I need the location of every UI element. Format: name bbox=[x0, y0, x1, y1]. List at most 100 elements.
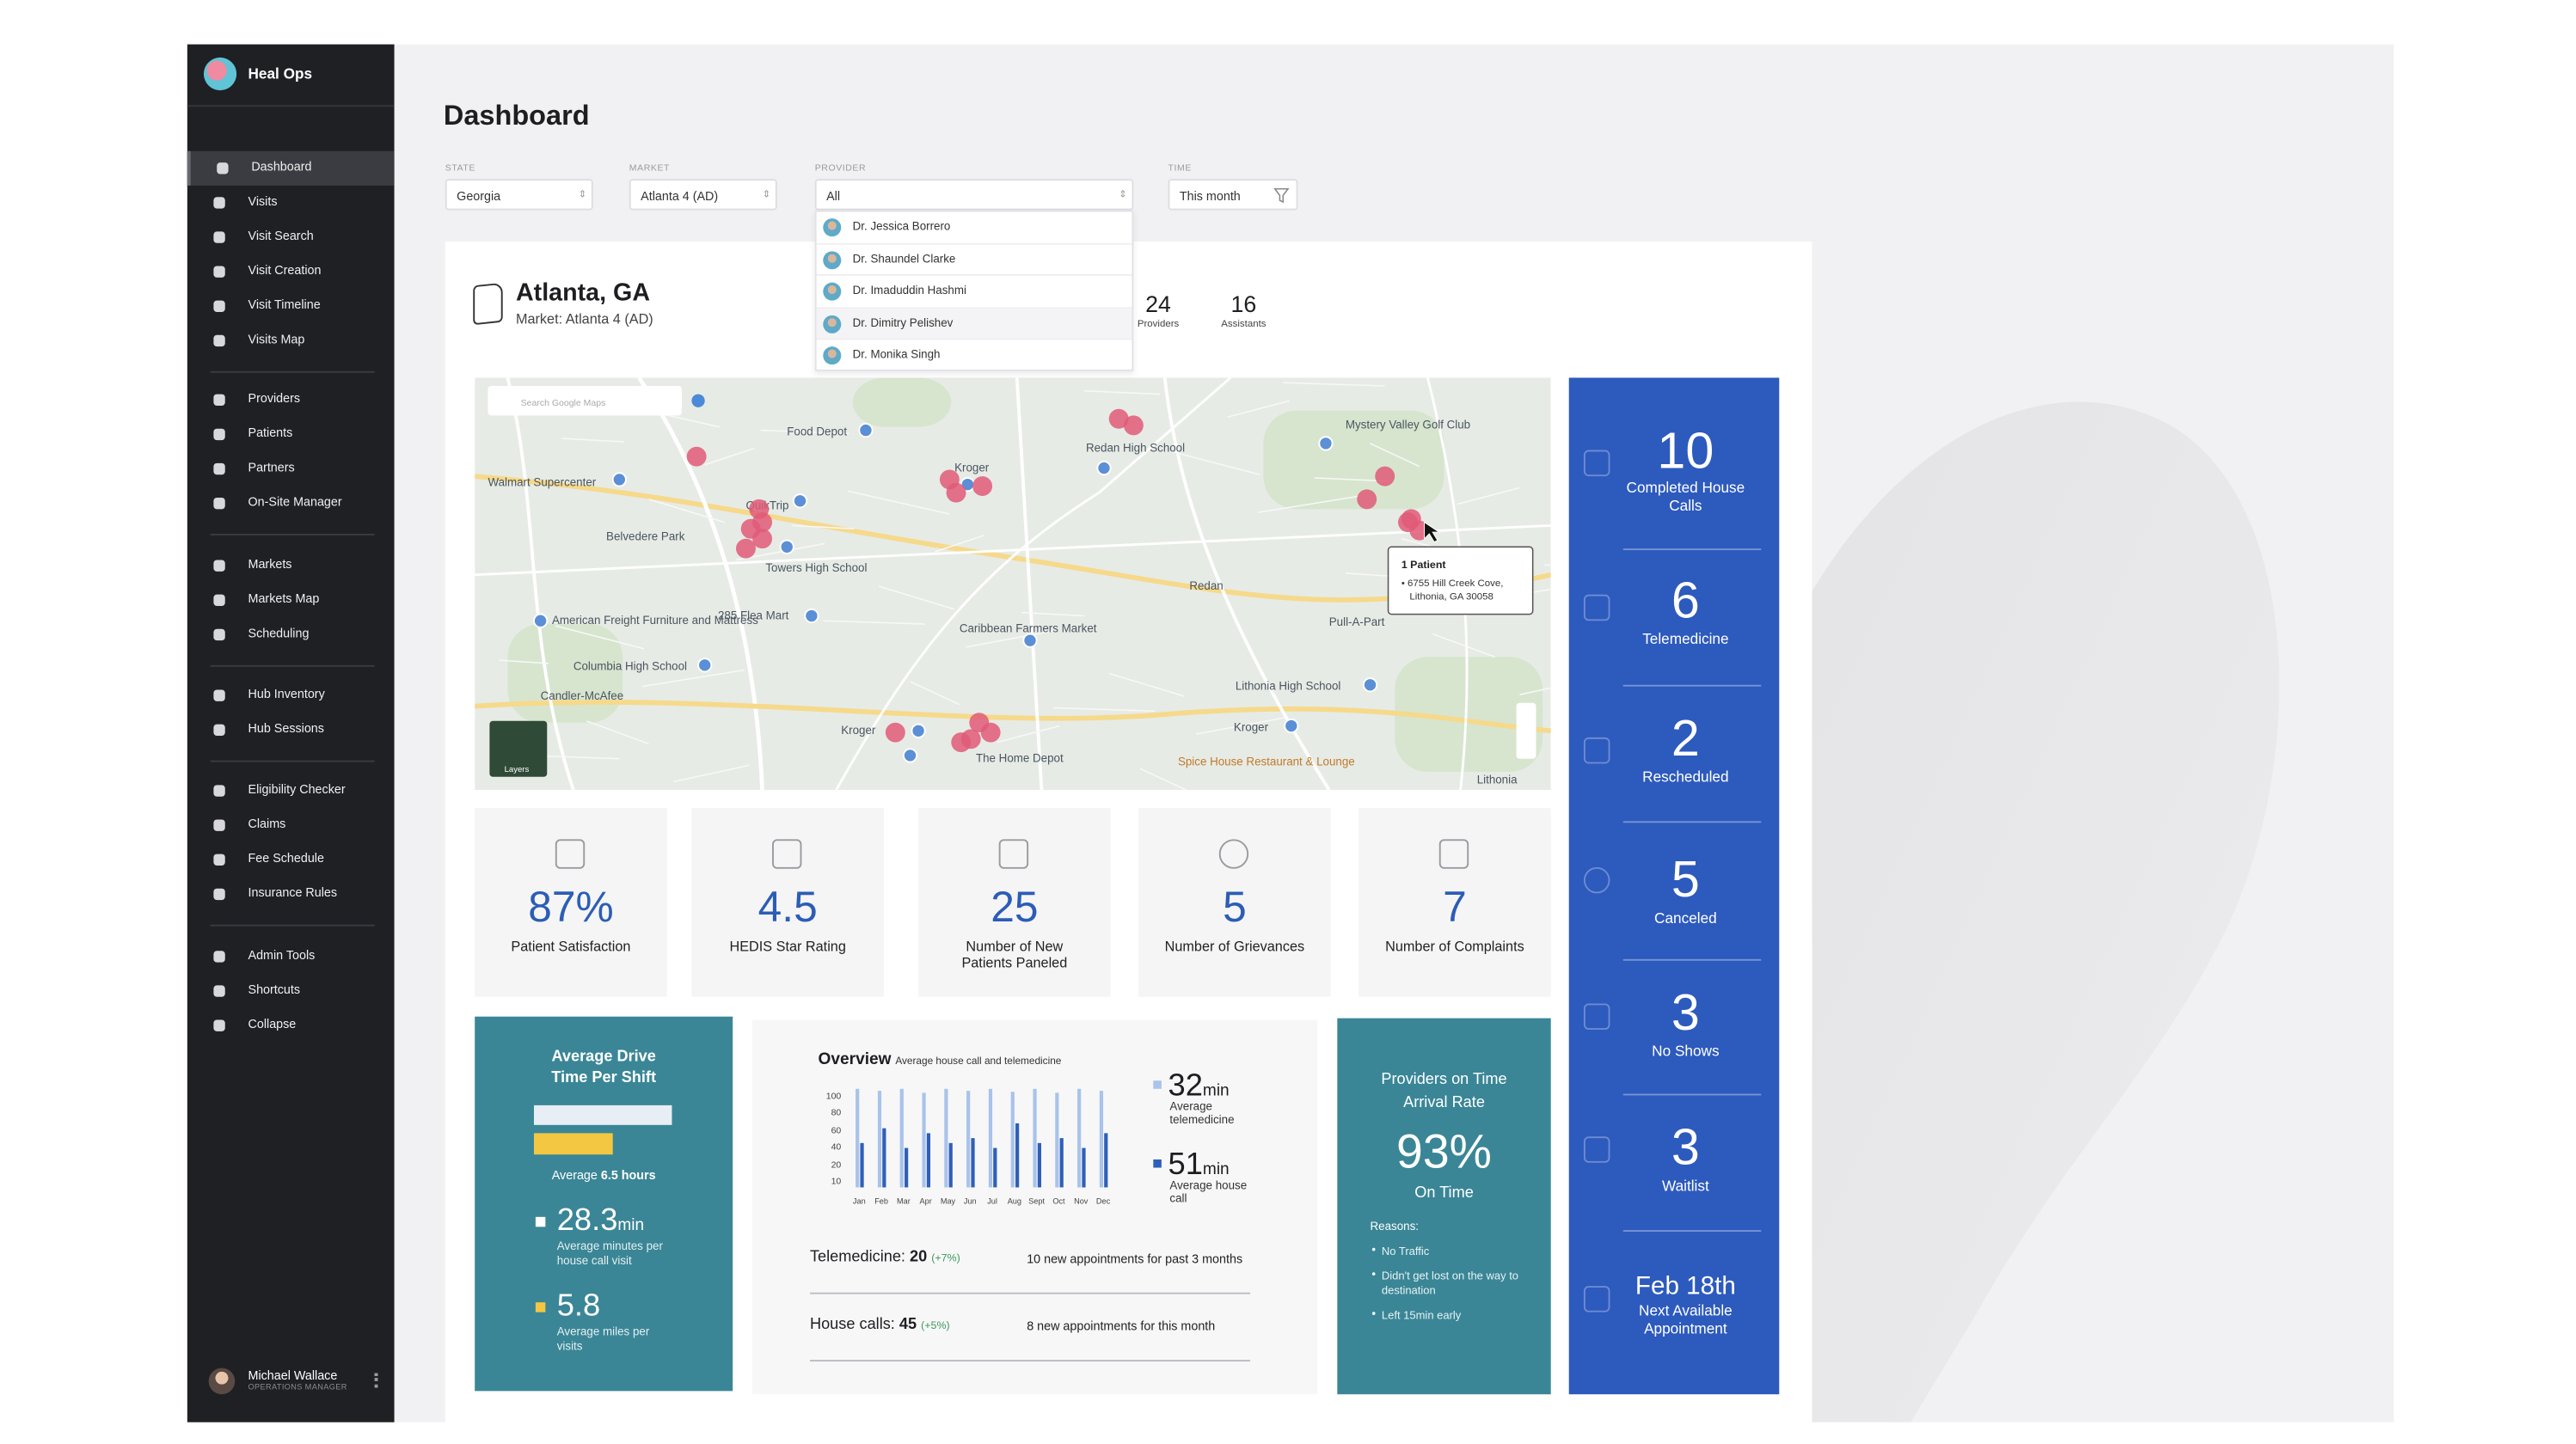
map-label: Columbia High School bbox=[573, 660, 687, 673]
divider bbox=[1622, 821, 1762, 823]
nav-label: Insurance Rules bbox=[248, 884, 338, 901]
metric-label: Number of New Patients Paneled bbox=[961, 938, 1068, 971]
nav-label: Scheduling bbox=[248, 625, 310, 641]
nav-item[interactable]: Collapse bbox=[187, 1008, 395, 1043]
option-label: Dr. Shaundel Clarke bbox=[852, 254, 956, 266]
map[interactable]: Food Depot Kroger Redan High School Mystery… bbox=[475, 377, 1551, 791]
summary-value: 45 bbox=[899, 1315, 917, 1334]
patient-pin bbox=[885, 722, 905, 743]
nav-item[interactable]: Visit Creation bbox=[187, 254, 395, 289]
dropdown-option[interactable]: Dr. Imaduddin Hashmi bbox=[816, 276, 1132, 309]
nav-item[interactable]: Markets bbox=[187, 548, 395, 583]
nav-item[interactable]: Claims bbox=[187, 808, 395, 842]
filter-label: PROVIDER bbox=[814, 164, 867, 174]
map-tooltip bbox=[1387, 546, 1534, 615]
bullet: • bbox=[1371, 1269, 1377, 1282]
map-label: Redan bbox=[1189, 579, 1223, 592]
nav-label: Markets Map bbox=[248, 590, 320, 607]
status-icon bbox=[1583, 866, 1610, 894]
nav-item[interactable]: Admin Tools bbox=[187, 939, 395, 974]
divider bbox=[1622, 1230, 1762, 1233]
street bbox=[1432, 633, 1496, 658]
option-label: Dr. Dimitry Pelishev bbox=[852, 317, 954, 330]
bar bbox=[988, 1088, 993, 1188]
dropdown-option[interactable]: Dr. Dimitry Pelishev bbox=[816, 308, 1132, 340]
status-icon bbox=[1583, 1136, 1610, 1163]
nav-item[interactable]: Visit Timeline bbox=[187, 289, 395, 323]
nav-icon bbox=[213, 888, 225, 901]
nav-label: Partners bbox=[248, 459, 295, 475]
select-caret: ⇕ bbox=[578, 190, 587, 201]
nav-item[interactable]: Scheduling bbox=[187, 617, 395, 652]
nav-item[interactable]: Shortcuts bbox=[187, 974, 395, 1008]
map-label: Food Depot bbox=[787, 425, 847, 437]
reason: No Traffic bbox=[1381, 1246, 1430, 1258]
stat-unit: min bbox=[617, 1216, 645, 1235]
nav-item[interactable]: Hub Inventory bbox=[187, 678, 395, 713]
nav-item[interactable]: Eligibility Checker bbox=[187, 774, 395, 808]
axis-label: 100 bbox=[825, 1092, 842, 1103]
logo-icon bbox=[203, 57, 237, 91]
filter-select[interactable]: Georgia ⇕ bbox=[445, 179, 593, 211]
nav-item[interactable]: Visit Search bbox=[187, 220, 395, 254]
month-label: Nov bbox=[1074, 1197, 1089, 1206]
user-menu[interactable] bbox=[374, 1373, 378, 1388]
nav-item[interactable]: Fee Schedule bbox=[187, 842, 395, 877]
bar bbox=[877, 1091, 882, 1188]
poi bbox=[911, 723, 926, 738]
road bbox=[475, 523, 1551, 577]
option-label: Dr. Jessica Borrero bbox=[852, 221, 951, 234]
filter-select[interactable]: All ⇕ bbox=[814, 179, 1134, 211]
bullet: • bbox=[1371, 1245, 1377, 1257]
nav-item[interactable]: Visits Map bbox=[187, 323, 395, 358]
road bbox=[506, 377, 575, 791]
dropdown-option[interactable]: Dr. Jessica Borrero bbox=[816, 211, 1132, 244]
patient-pin bbox=[1123, 415, 1144, 436]
map-label: Lithonia High School bbox=[1236, 679, 1341, 692]
bar bbox=[922, 1092, 926, 1188]
nav-label: Hub Inventory bbox=[248, 686, 325, 701]
location-market: Market: Atlanta 4 (AD) bbox=[515, 310, 653, 327]
poi bbox=[858, 423, 874, 438]
nav-item[interactable]: Markets Map bbox=[187, 583, 395, 617]
nav-label: Visit Creation bbox=[248, 262, 322, 278]
park bbox=[507, 624, 623, 723]
bar bbox=[944, 1088, 948, 1188]
arrival-caption: On Time bbox=[1414, 1184, 1474, 1202]
nav-item[interactable]: Dashboard bbox=[187, 150, 395, 186]
select-caret: ⇕ bbox=[762, 190, 771, 201]
nav-item[interactable]: On-Site Manager bbox=[187, 486, 395, 521]
dropdown-option[interactable]: Dr. Monika Singh bbox=[816, 340, 1132, 372]
nav-item[interactable]: Patients bbox=[187, 417, 395, 451]
option-avatar bbox=[823, 250, 842, 269]
nav-icon bbox=[213, 1019, 225, 1031]
street bbox=[1283, 382, 1385, 387]
nav-item[interactable]: Insurance Rules bbox=[187, 877, 395, 911]
user-avatar bbox=[208, 1368, 236, 1395]
nav-item[interactable]: Providers bbox=[187, 382, 395, 417]
nav-icon bbox=[213, 724, 225, 736]
select-caret: ⇕ bbox=[1119, 190, 1127, 201]
month-label: Jun bbox=[964, 1197, 977, 1206]
bullet: • bbox=[1371, 1308, 1377, 1321]
metric-icon bbox=[1218, 839, 1249, 869]
nav-item[interactable]: Partners bbox=[187, 451, 395, 486]
park bbox=[852, 377, 952, 427]
nav-item[interactable]: Hub Sessions bbox=[187, 713, 395, 747]
filter-select[interactable]: This month bbox=[1168, 179, 1298, 211]
filter-select[interactable]: Atlanta 4 (AD) ⇕ bbox=[629, 179, 777, 211]
patient-pin bbox=[946, 482, 966, 503]
nav-label: Visit Search bbox=[248, 228, 314, 243]
nav-item[interactable]: Visits bbox=[187, 186, 395, 220]
street bbox=[561, 437, 625, 443]
drive-time-card: Average Drive Time Per Shift Average 6.5 … bbox=[475, 1016, 733, 1392]
dropdown-option[interactable]: Dr. Shaundel Clarke bbox=[816, 244, 1132, 276]
summary-value: 20 bbox=[910, 1248, 928, 1267]
map-locate bbox=[691, 394, 705, 407]
stat-value: 24 bbox=[1145, 291, 1171, 317]
nav-label: Visits bbox=[248, 193, 278, 209]
month-label: Sept bbox=[1028, 1197, 1045, 1206]
bar-light bbox=[533, 1104, 672, 1125]
nav-icon bbox=[213, 785, 225, 797]
legend-unit: min bbox=[1202, 1160, 1230, 1179]
